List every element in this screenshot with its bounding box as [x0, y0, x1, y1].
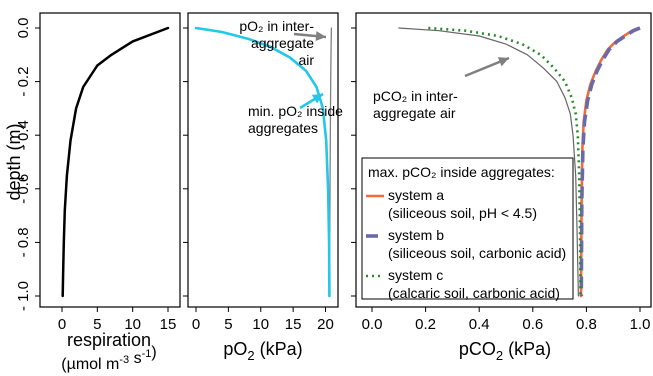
annotation-line: aggregates	[248, 120, 318, 136]
annotation-line: pCO₂ in inter-	[373, 88, 458, 104]
unit-part: s	[129, 350, 141, 367]
x-tick-label: 15	[160, 316, 177, 333]
annotation-line: air	[298, 52, 314, 68]
x-tick-label: 5	[224, 316, 232, 333]
legend-note: (siliceous soil, carbonic acid)	[388, 245, 566, 261]
legend: max. pCO₂ inside aggregates: system a (sil…	[361, 157, 574, 301]
series-line-inter	[398, 27, 580, 297]
arrow-head	[497, 57, 509, 67]
x-tick-label: 10	[252, 316, 269, 333]
plot-frame	[187, 12, 339, 308]
x-axis-label-po2: pO2 (kPa)	[223, 339, 302, 363]
unit-part: -1	[142, 348, 152, 360]
series-line-a	[579, 26, 641, 298]
plot-frame	[355, 12, 652, 308]
label-main: pO	[223, 339, 247, 359]
y-tick-label: - 1.0	[15, 281, 32, 311]
arrow-po2-inter	[293, 31, 327, 42]
legend-label: system b	[388, 227, 444, 243]
y-tick-label: - 0.8	[15, 227, 32, 257]
label-sub: 2	[496, 348, 503, 363]
annotation-line: pO₂ in inter-	[239, 18, 314, 34]
legend-title: max. pCO₂ inside aggregates:	[368, 164, 555, 180]
unit-part: -3	[119, 354, 129, 366]
y-tick-label: 0.0	[15, 18, 32, 39]
panel-pco2: 0.0 0.2 0.4 0.6 0.8 1.0	[351, 12, 652, 333]
annotation-line: min. pO₂ inside	[248, 103, 343, 119]
unit-part: )	[151, 344, 156, 361]
series-line-b	[579, 26, 641, 297]
series-line-0	[61, 26, 170, 298]
x-axis-label-respiration: respiration	[67, 330, 151, 350]
x-tick-label: 20	[317, 316, 334, 333]
arrow-po2-min	[299, 92, 324, 110]
y-tick-label: - 0.4	[15, 120, 32, 150]
arrow-head	[311, 94, 323, 104]
x-tick-label: 0	[58, 316, 66, 333]
label-main: pCO	[459, 339, 496, 359]
label-unit: (kPa)	[503, 339, 551, 359]
panel-po2: 0 5 10 15 20	[183, 12, 339, 333]
x-tick-label: 10	[124, 316, 141, 333]
legend-note: (siliceous soil, pH < 4.5)	[388, 205, 537, 221]
x-axis-label-pco2: pCO2 (kPa)	[459, 339, 551, 363]
arrow-head	[315, 31, 326, 42]
x-tick-label: 5	[93, 316, 101, 333]
label-sub: 2	[247, 348, 254, 363]
x-tick-label: 0	[192, 316, 200, 333]
annotation-line: aggregate air	[373, 105, 456, 121]
arrow-pco2-inter	[464, 56, 510, 78]
x-tick-label: 0.4	[469, 316, 490, 333]
legend-note: (calcaric soil, carbonic acid)	[388, 285, 560, 301]
x-tick-label: 0.0	[362, 316, 383, 333]
x-tick-label: 0.2	[415, 316, 436, 333]
x-axis-unit-respiration: (µmol m-3 s-1)	[61, 344, 156, 373]
x-tick-label: 15	[285, 316, 302, 333]
x-tick-label: 1.0	[630, 316, 651, 333]
label-unit: (kPa)	[255, 339, 303, 359]
y-tick-label: - 0.2	[15, 67, 32, 97]
y-axis-label: depth (m)	[4, 123, 24, 200]
y-tick-label: - 0.6	[15, 174, 32, 204]
series-line-1	[194, 26, 331, 298]
x-tick-label: 0.6	[522, 316, 543, 333]
x-tick-label: 0.8	[576, 316, 597, 333]
legend-label: system a	[388, 187, 444, 203]
annotation-pco2-inter: pCO₂ in inter-aggregate air	[373, 88, 458, 121]
panel-respiration: 0 5 10 15 0.0 - 0.2 - 0.4 - 0.6 - 0.8 - 1.0	[15, 12, 181, 333]
plot-frame	[39, 12, 181, 308]
legend-box	[361, 157, 574, 300]
unit-part: (µmol m	[61, 356, 119, 373]
legend-label: system c	[388, 267, 443, 283]
annotation-line: aggregate	[251, 35, 314, 51]
